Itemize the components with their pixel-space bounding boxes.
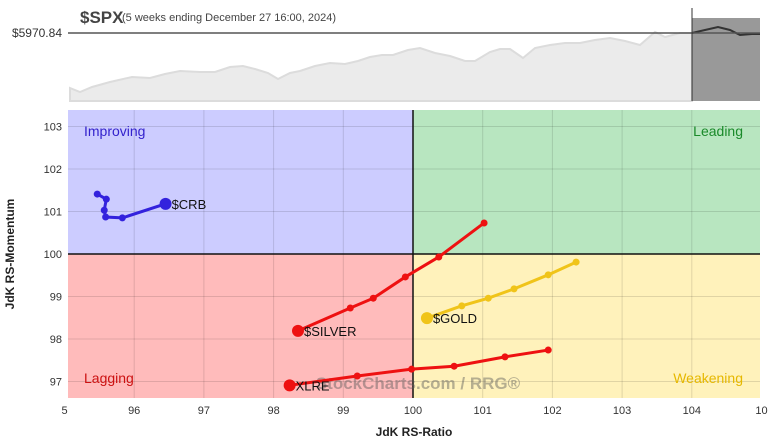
series-head-point	[420, 312, 433, 325]
x-tick-label: 104	[683, 405, 701, 417]
series-label: XLRE	[296, 378, 330, 393]
series-point	[572, 258, 580, 266]
y-tick-label: 103	[44, 122, 62, 134]
series-line-3	[289, 348, 549, 387]
x-tick-label: 99	[337, 405, 349, 417]
series-point	[458, 302, 466, 310]
y-tick-label: 101	[44, 207, 62, 219]
series-point	[118, 214, 126, 222]
spx-symbol: $SPX	[80, 8, 124, 27]
y-axis-label: JdK RS-Momentum	[3, 199, 17, 310]
y-tick-label: 100	[44, 249, 62, 261]
spx-current-window	[692, 18, 760, 101]
y-tick-label: 97	[50, 377, 62, 389]
y-tick-label: 102	[44, 164, 62, 176]
quadrant-leading	[413, 110, 760, 254]
x-tick-label: 102	[543, 405, 561, 417]
series-point	[501, 353, 509, 361]
quadrant-label-weakening: Weakening	[673, 370, 743, 386]
series-point	[401, 273, 409, 281]
y-tick-label: 98	[50, 334, 62, 346]
x-tick-label: 101	[474, 405, 492, 417]
series-point	[435, 253, 443, 261]
series-point	[93, 190, 101, 198]
series-point	[484, 294, 492, 302]
x-tick-label: 5	[61, 405, 67, 417]
quadrant-improving	[68, 110, 413, 254]
series-point	[544, 271, 552, 279]
series-point	[408, 365, 416, 373]
x-tick-label: 10	[755, 405, 767, 417]
series-head-point	[159, 197, 172, 210]
series-point	[102, 195, 110, 203]
series-point	[544, 346, 552, 354]
series-point	[346, 304, 354, 312]
quadrant-weakening	[413, 254, 760, 398]
series-line-1	[297, 221, 485, 333]
quadrant-label-lagging: Lagging	[84, 370, 134, 386]
series-point	[450, 362, 458, 370]
x-tick-label: 98	[267, 405, 279, 417]
series-head-point	[283, 379, 296, 392]
spx-subtitle: (5 weeks ending December 27 16:00, 2024)	[122, 12, 336, 24]
x-tick-label: 96	[128, 405, 140, 417]
x-tick-label: 100	[404, 405, 422, 417]
series-head-point	[291, 324, 304, 337]
watermark: StockCharts.com / RRG®	[316, 374, 521, 393]
quadrant-label-leading: Leading	[693, 123, 743, 139]
x-tick-label: 97	[198, 405, 210, 417]
x-axis-label: JdK RS-Ratio	[376, 425, 453, 439]
series-point	[353, 372, 361, 380]
series-point	[510, 285, 518, 293]
series-label: $CRB	[172, 197, 207, 212]
series-point	[480, 219, 488, 227]
y-tick-label: 99	[50, 292, 62, 304]
spx-history-area	[69, 30, 693, 102]
series-line-2	[426, 260, 577, 320]
spx-price-label: $5970.84	[12, 26, 62, 40]
series-point	[102, 213, 110, 221]
series-point	[369, 294, 377, 302]
quadrant-label-improving: Improving	[84, 123, 145, 139]
series-point	[100, 206, 108, 214]
spx-current-line	[691, 25, 760, 37]
series-label: $SILVER	[304, 324, 357, 339]
series-label: $GOLD	[433, 311, 477, 326]
x-tick-label: 103	[613, 405, 631, 417]
